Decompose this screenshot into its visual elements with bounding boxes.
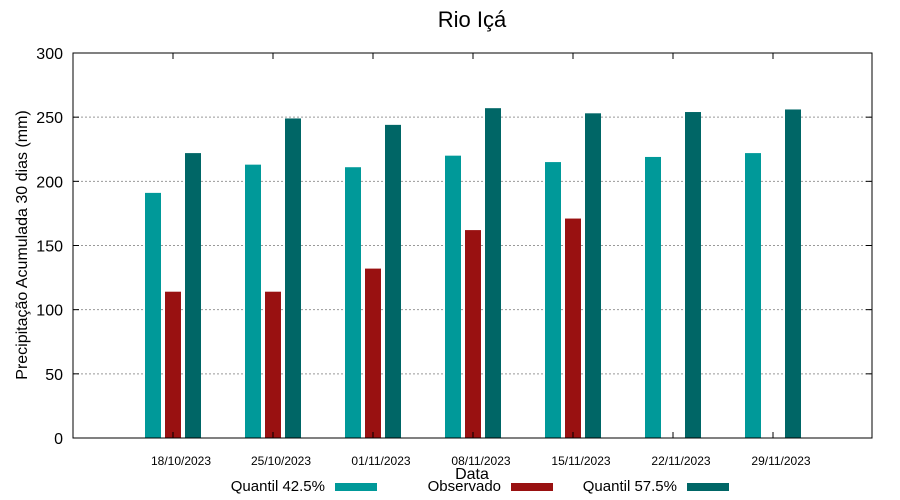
y-tick-label: 50 <box>45 367 63 384</box>
x-tick-label: 15/11/2023 <box>551 454 610 468</box>
legend-label: Quantil 57.5% <box>583 478 677 495</box>
x-tick-label: 25/10/2023 <box>251 454 311 468</box>
chart-title: Rio Içá <box>438 7 507 32</box>
bar-quantil-57-5 <box>485 108 501 438</box>
y-tick-label: 300 <box>36 46 63 63</box>
x-tick-label: 18/10/2023 <box>151 454 211 468</box>
bar-quantil-57-5 <box>785 109 801 438</box>
x-tick-label: 08/11/2023 <box>451 454 510 468</box>
bar-observado <box>265 291 281 438</box>
bar-quantil-42-5 <box>145 192 161 438</box>
y-tick-label: 250 <box>36 110 63 127</box>
grid <box>73 116 872 375</box>
bar-quantil-57-5 <box>685 112 701 439</box>
y-axis-label: Precipitação Acumulada 30 dias (mm) <box>14 110 31 379</box>
y-tick-label: 200 <box>36 174 63 191</box>
legend-swatch <box>511 483 553 491</box>
bar-quantil-42-5 <box>745 153 761 438</box>
bars <box>145 108 801 439</box>
legend-swatch <box>335 483 377 491</box>
x-axis-label: Data <box>455 466 489 483</box>
x-tick-label: 01/11/2023 <box>351 454 410 468</box>
bar-observado <box>365 268 381 438</box>
y-tick-label: 150 <box>36 239 63 256</box>
x-tick-label: 22/11/2023 <box>651 454 710 468</box>
legend: Quantil 42.5% Observado Quantil 57.5% <box>231 478 729 495</box>
legend-label: Observado <box>428 478 501 495</box>
bar-quantil-42-5 <box>345 167 361 438</box>
bar-quantil-57-5 <box>285 118 301 438</box>
bar-quantil-57-5 <box>385 124 401 438</box>
bar-quantil-42-5 <box>645 156 661 438</box>
bar-quantil-42-5 <box>545 162 561 439</box>
bar-quantil-42-5 <box>245 164 261 438</box>
legend-label: Quantil 42.5% <box>231 478 325 495</box>
x-axis: 18/10/2023 25/10/2023 01/11/2023 08/11/2023… <box>151 53 811 468</box>
bar-observado <box>165 291 181 438</box>
bar-quantil-57-5 <box>185 153 201 438</box>
y-tick-label: 100 <box>36 303 63 320</box>
bar-observado <box>465 230 481 438</box>
y-tick-label: 0 <box>54 431 63 448</box>
bar-quantil-42-5 <box>445 155 461 438</box>
bar-observado <box>565 218 581 438</box>
legend-swatch <box>687 483 729 491</box>
y-axis: 0 50 100 150 200 250 300 <box>36 46 872 448</box>
x-tick-label: 29/11/2023 <box>751 454 810 468</box>
bar-quantil-57-5 <box>585 113 601 439</box>
